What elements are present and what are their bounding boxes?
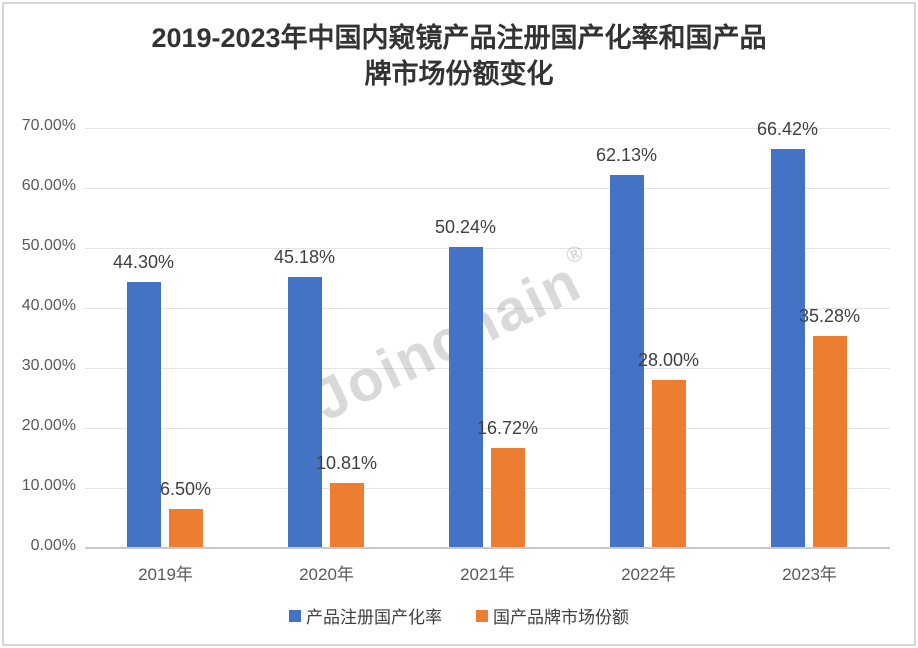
bar-blue-2020年 [287,276,322,548]
bar-orange-2022年 [651,380,686,548]
data-label-blue-2020年: 45.18% [273,246,336,267]
y-axis-tick-40.00%: 40.00% [21,297,76,314]
y-axis-tick-30.00%: 30.00% [21,357,76,374]
gridline-30.00% [85,368,890,369]
x-axis-label-2021年: 2021年 [460,565,515,584]
data-label-orange-2022年: 28.00% [637,350,700,370]
y-axis-tick-20.00%: 20.00% [21,417,76,434]
legend-item-registration-rate: 产品注册国产化率 [289,603,442,628]
y-axis-tick-70.00%: 70.00% [21,117,76,134]
x-axis-label-2022年: 2022年 [621,565,676,584]
gridline-60.00% [85,188,890,189]
legend-swatch-blue-icon [289,609,301,622]
legend-label-registration-rate: 产品注册国产化率 [306,608,442,627]
gridline-20.00% [85,428,890,429]
bar-orange-2020年 [329,483,364,548]
bar-blue-2023年 [770,149,805,548]
chart-title-line1: 2019-2023年中国内窥镜产品注册国产化率和国产品 [151,23,767,53]
bar-blue-2019年 [126,282,161,548]
x-axis-label-2023年: 2023年 [782,565,837,584]
chart-title: 2019-2023年中国内窥镜产品注册国产化率和国产品 牌市场份额变化 [0,20,918,92]
gridline-40.00% [85,308,890,309]
bar-orange-2021年 [490,447,525,548]
x-axis-label-2019年: 2019年 [138,565,193,584]
data-label-orange-2021年: 16.72% [476,417,539,438]
bar-blue-2022年 [609,175,644,548]
data-label-orange-2020年: 10.81% [315,453,378,474]
data-label-orange-2019年: 6.50% [159,479,212,499]
data-label-blue-2023年: 66.42% [756,119,819,140]
watermark-text: Joinchain [303,248,592,434]
data-label-blue-2021年: 50.24% [434,216,497,237]
chart-title-line2: 牌市场份额变化 [364,59,554,89]
legend-item-market-share: 国产品牌市场份额 [476,603,629,628]
data-label-blue-2022年: 62.13% [595,145,658,166]
bar-blue-2021年 [448,246,483,548]
x-axis-line [85,547,890,549]
data-label-orange-2023年: 35.28% [798,306,861,327]
y-axis-tick-10.00%: 10.00% [21,477,76,494]
bar-orange-2019年 [168,509,203,548]
data-label-blue-2019年: 44.30% [112,252,175,273]
x-axis-label-2020年: 2020年 [299,565,354,584]
gridline-10.00% [85,488,890,489]
gridline-70.00% [85,128,890,129]
legend: 产品注册国产化率 国产品牌市场份额 [0,603,918,628]
y-axis-tick-50.00%: 50.00% [21,237,76,254]
legend-swatch-orange-icon [476,609,488,622]
gridline-50.00% [85,248,890,249]
y-axis-tick-0.00%: 0.00% [30,537,76,554]
legend-label-market-share: 国产品牌市场份额 [493,608,629,627]
y-axis-tick-60.00%: 60.00% [21,177,76,194]
bar-orange-2023年 [812,336,847,548]
